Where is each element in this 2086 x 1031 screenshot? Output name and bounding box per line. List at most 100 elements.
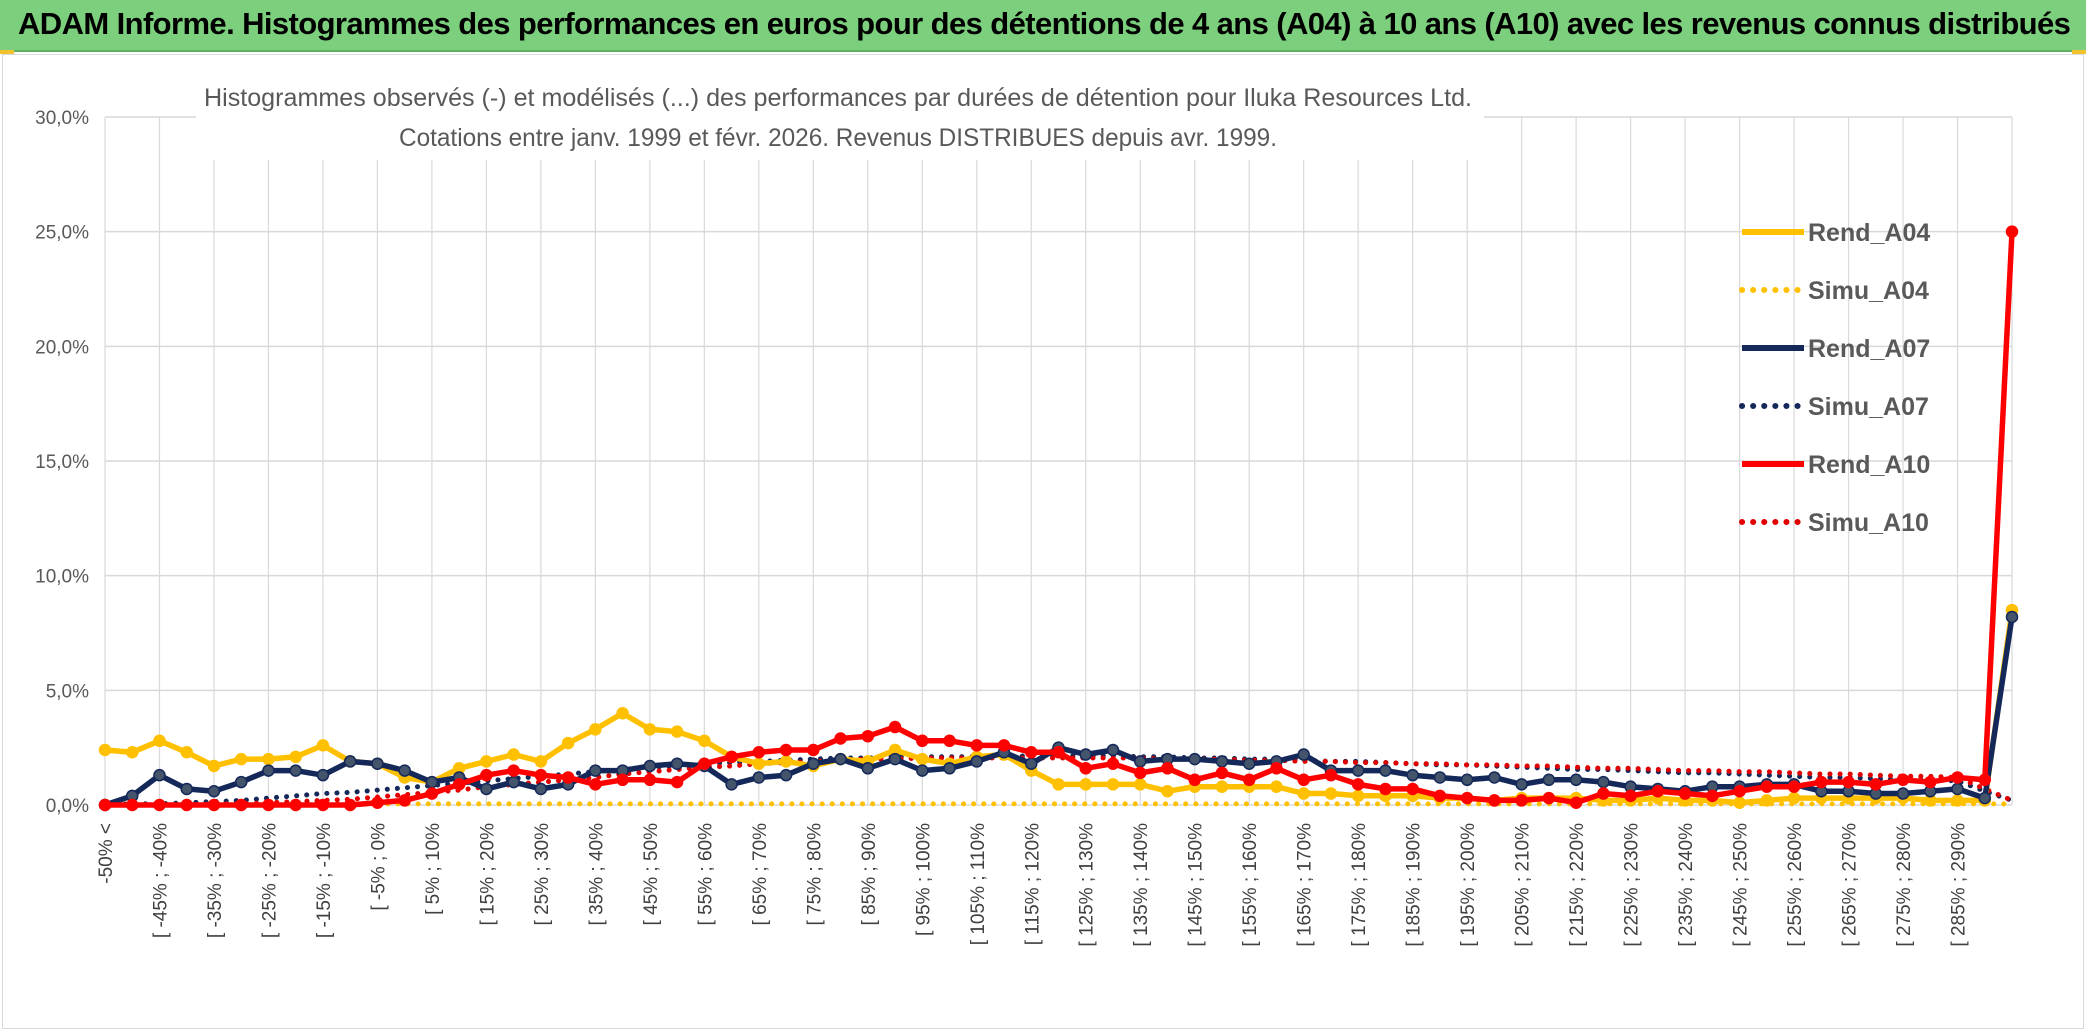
x-tick-label: [ 165% ; 170% xyxy=(1295,823,1316,947)
y-axis: 0,0% 5,0% 10,0% 15,0% 20,0% 25,0% 30,0% xyxy=(35,108,89,817)
data-point-rend-a10 xyxy=(1079,762,1092,775)
data-point-rend-a04 xyxy=(698,734,711,748)
x-tick-label: [ -25% ; -20% xyxy=(259,823,280,938)
legend-item-rend-a07: Rend_A07 xyxy=(1742,335,1930,363)
x-tick-label: [ 185% ; 190% xyxy=(1404,823,1425,947)
data-point-rend-a10 xyxy=(316,798,330,812)
data-point-rend-a10 xyxy=(262,798,275,812)
data-point-rend-a10 xyxy=(725,750,738,764)
data-point-rend-a04 xyxy=(180,746,193,759)
data-point-rend-a07 xyxy=(507,775,520,789)
data-point-rend-a10 xyxy=(343,798,357,812)
data-point-rend-a10 xyxy=(643,773,657,787)
data-point-rend-a10 xyxy=(1215,766,1229,780)
data-point-rend-a10 xyxy=(398,794,411,807)
data-point-rend-a10 xyxy=(1297,773,1310,787)
data-point-rend-a07 xyxy=(943,762,956,775)
data-point-rend-a04 xyxy=(616,707,629,720)
legend-label: Simu_A04 xyxy=(1808,277,1929,305)
data-point-rend-a10 xyxy=(1406,782,1419,796)
data-point-rend-a04 xyxy=(153,734,166,748)
data-point-rend-a10 xyxy=(1379,782,1392,796)
data-point-rend-a04 xyxy=(507,748,520,761)
data-point-rend-a07 xyxy=(153,768,166,782)
data-point-rend-a10 xyxy=(1706,789,1719,803)
data-point-rend-a10 xyxy=(1542,791,1556,805)
x-tick-label: [ 205% ; 210% xyxy=(1513,823,1534,947)
x-tick-label: [ 145% ; 150% xyxy=(1186,823,1207,947)
data-point-rend-a07 xyxy=(480,782,493,796)
x-tick-label: [ 135% ; 140% xyxy=(1131,823,1152,947)
x-tick-label: [ -5% ; 0% xyxy=(368,823,389,911)
x-tick-label: [ 215% ; 220% xyxy=(1567,823,1588,947)
data-point-rend-a04 xyxy=(1324,787,1338,800)
data-point-rend-a10 xyxy=(1842,775,1855,789)
data-point-rend-a04 xyxy=(98,743,112,757)
legend-label: Rend_A10 xyxy=(1808,451,1930,479)
data-point-rend-a10 xyxy=(452,778,466,791)
data-point-rend-a07 xyxy=(807,757,820,770)
data-point-rend-a04 xyxy=(480,755,493,768)
data-point-rend-a10 xyxy=(234,798,248,812)
data-point-rend-a10 xyxy=(807,743,820,757)
data-point-rend-a10 xyxy=(1896,773,1910,787)
legend-label: Simu_A07 xyxy=(1808,393,1929,421)
x-tick-label: [ 195% ; 200% xyxy=(1458,823,1479,947)
data-point-rend-a07 xyxy=(180,782,193,796)
data-point-rend-a07 xyxy=(262,764,275,777)
data-point-rend-a07 xyxy=(643,759,657,773)
chart-title-area: Histogrammes observés (-) et modélisés (… xyxy=(196,76,1484,160)
x-tick-label: [ 25% ; 30% xyxy=(532,823,553,926)
series-line-rend-a07 xyxy=(104,616,2015,808)
x-tick-label: [ 85% ; 90% xyxy=(859,823,880,926)
data-point-rend-a07 xyxy=(1106,743,1120,757)
x-tick-label: [ 115% ; 120% xyxy=(1022,823,1043,945)
data-point-rend-a10 xyxy=(943,734,956,748)
data-point-rend-a10 xyxy=(98,798,112,812)
data-point-rend-a10 xyxy=(1351,778,1365,791)
data-point-rend-a07 xyxy=(371,757,384,770)
data-point-rend-a04 xyxy=(1760,794,1774,807)
data-point-rend-a10 xyxy=(561,771,575,784)
x-tick-label: [ 75% ; 80% xyxy=(804,823,825,926)
data-point-rend-a07 xyxy=(289,764,302,777)
x-tick-label: [ 225% ; 230% xyxy=(1622,823,1643,947)
x-tick-label: -50% < xyxy=(96,823,117,884)
data-point-rend-a07 xyxy=(1488,771,1501,784)
data-point-rend-a10 xyxy=(1025,746,1038,759)
data-point-rend-a07 xyxy=(670,757,684,770)
data-point-rend-a07 xyxy=(1406,768,1419,782)
data-point-rend-a07 xyxy=(1433,771,1447,784)
data-point-rend-a07 xyxy=(1951,782,1964,796)
series-line-rend-a04 xyxy=(104,609,2015,806)
y-tick-label: 5,0% xyxy=(46,681,89,702)
data-point-rend-a04 xyxy=(316,739,330,752)
legend-label: Rend_A07 xyxy=(1808,335,1930,363)
report-banner: ADAM Informe. Histogrammes des performan… xyxy=(0,0,2086,52)
data-point-rend-a10 xyxy=(834,732,847,745)
data-point-rend-a07 xyxy=(425,775,439,789)
legend-item-simu-a10: Simu_A10 xyxy=(1739,509,1929,537)
data-point-rend-a04 xyxy=(1351,789,1365,803)
data-point-rend-a10 xyxy=(425,787,439,800)
data-point-rend-a07 xyxy=(1025,757,1038,770)
data-point-rend-a07 xyxy=(1379,764,1392,777)
x-tick-label: [ 245% ; 250% xyxy=(1731,823,1752,947)
data-point-rend-a10 xyxy=(752,746,766,759)
data-point-rend-a10 xyxy=(1733,784,1746,798)
data-point-rend-a04 xyxy=(1733,796,1746,809)
data-point-rend-a04 xyxy=(1215,780,1229,793)
data-point-rend-a04 xyxy=(534,755,548,768)
data-point-rend-a07 xyxy=(861,762,875,775)
title-backdrop xyxy=(196,76,1484,160)
x-tick-label: [ 35% ; 40% xyxy=(586,823,607,926)
data-point-rend-a10 xyxy=(916,734,929,748)
data-point-rend-a10 xyxy=(1133,766,1147,780)
series-rend-a10 xyxy=(98,225,2019,812)
report-title: ADAM Informe. Histogrammes des performan… xyxy=(18,6,2071,41)
x-tick-label: [ -35% ; -30% xyxy=(205,823,226,938)
data-point-rend-a10 xyxy=(1324,768,1338,782)
data-point-rend-a10 xyxy=(1460,791,1474,805)
x-axis: -50% < [ -45% ; -40% [ -35% ; -30% [ -25% ;… xyxy=(96,823,1970,947)
y-tick-label: 15,0% xyxy=(35,452,89,473)
